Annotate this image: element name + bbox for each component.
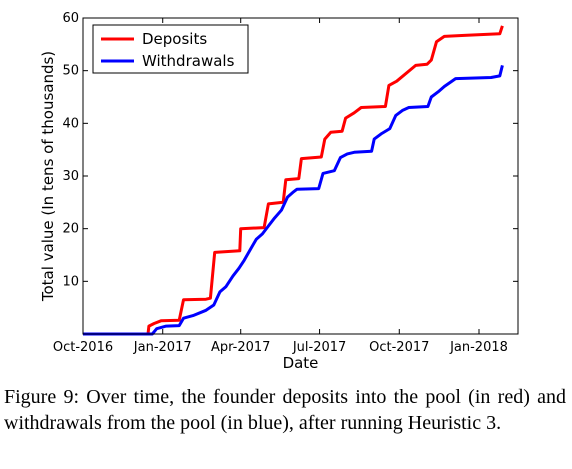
plot-area: 10 20 30 40 50 60 Oct-2016 Jan-2017 Apr-2017 Jul-…	[39, 11, 519, 372]
x-tick-label: Jan-2018	[449, 340, 508, 355]
x-tick-label: Jan-2017	[133, 340, 192, 355]
x-tick-label: Apr-2017	[211, 340, 270, 355]
series-line-deposits	[83, 25, 504, 336]
y-axis-label: Total value (In tens of thousands)	[39, 51, 57, 302]
legend-box	[92, 24, 249, 74]
y-tick-label: 20	[62, 222, 79, 237]
legend-label-deposits: Deposits	[142, 30, 207, 48]
y-tick-label: 60	[62, 11, 79, 26]
figure-caption: Figure 9: Over time, the founder deposit…	[4, 386, 566, 434]
x-axis-label: Date	[283, 354, 319, 372]
x-tick-label: Oct-2017	[369, 340, 429, 355]
y-tick-label: 40	[62, 116, 79, 131]
x-tick-label: Jul-2017	[292, 340, 346, 355]
legend-label-withdrawals: Withdrawals	[142, 52, 235, 70]
x-tick-label: Oct-2016	[53, 340, 113, 355]
legend: Deposits Withdrawals	[92, 24, 249, 74]
series-line-withdrawals	[83, 65, 504, 336]
y-tick-label: 50	[62, 64, 79, 79]
y-tick-label: 30	[62, 169, 79, 184]
y-tick-label: 10	[62, 274, 79, 289]
chart: 10 20 30 40 50 60 Oct-2016 Jan-2017 Apr-2017 Jul-…	[39, 11, 519, 372]
